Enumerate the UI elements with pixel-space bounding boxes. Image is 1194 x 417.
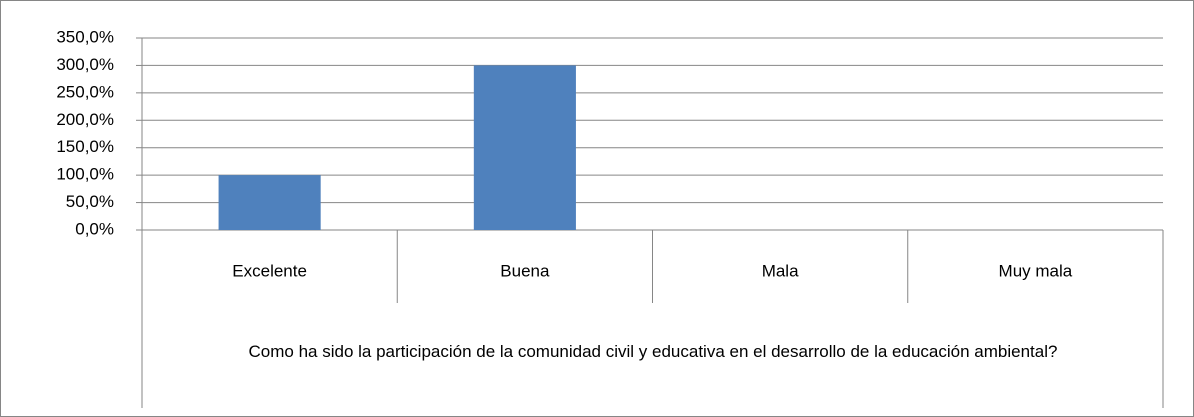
x-tick-label: Excelente <box>232 261 307 280</box>
x-tick-label: Buena <box>500 261 550 280</box>
x-axis-title: Como ha sido la participación de la comu… <box>248 342 1058 361</box>
bar <box>473 65 576 230</box>
y-tick-label: 200,0% <box>56 110 114 129</box>
bar <box>218 175 321 230</box>
y-tick-label: 300,0% <box>56 55 114 74</box>
x-tick-label: Muy mala <box>999 261 1073 280</box>
y-tick-label: 150,0% <box>56 137 114 156</box>
y-tick-label: 50,0% <box>66 192 114 211</box>
x-tick-label: Mala <box>762 261 799 280</box>
y-tick-label: 0,0% <box>75 219 114 238</box>
y-tick-label: 250,0% <box>56 82 114 101</box>
y-tick-label: 350,0% <box>56 27 114 46</box>
y-tick-label: 100,0% <box>56 165 114 184</box>
